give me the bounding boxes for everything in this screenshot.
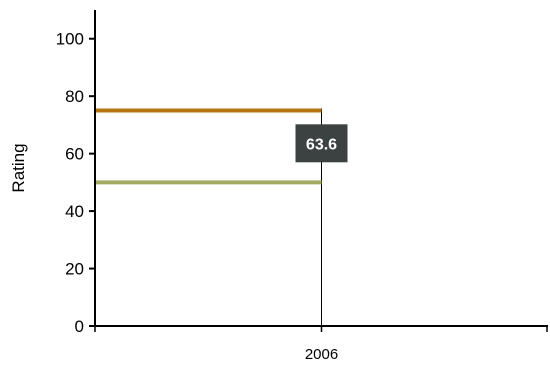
y-tick-label: 40	[65, 202, 84, 221]
y-tick-label: 20	[65, 260, 84, 279]
x-tick-label: 2006	[305, 346, 338, 363]
plot-area	[95, 108, 322, 326]
data-labels: 63.6	[295, 124, 348, 163]
data-label-value: 63.6	[306, 136, 337, 153]
x-axis-ticks: 2006	[94, 326, 548, 363]
y-axis-title: Rating	[9, 143, 28, 192]
y-tick-label: 60	[65, 145, 84, 164]
y-tick-label: 0	[75, 317, 84, 336]
y-tick-label: 80	[65, 87, 84, 106]
y-axis-ticks: 0 20 40 60 80 100	[56, 30, 95, 336]
y-tick-label: 100	[56, 30, 84, 49]
data-label-box	[295, 124, 348, 163]
axes	[89, 10, 548, 327]
